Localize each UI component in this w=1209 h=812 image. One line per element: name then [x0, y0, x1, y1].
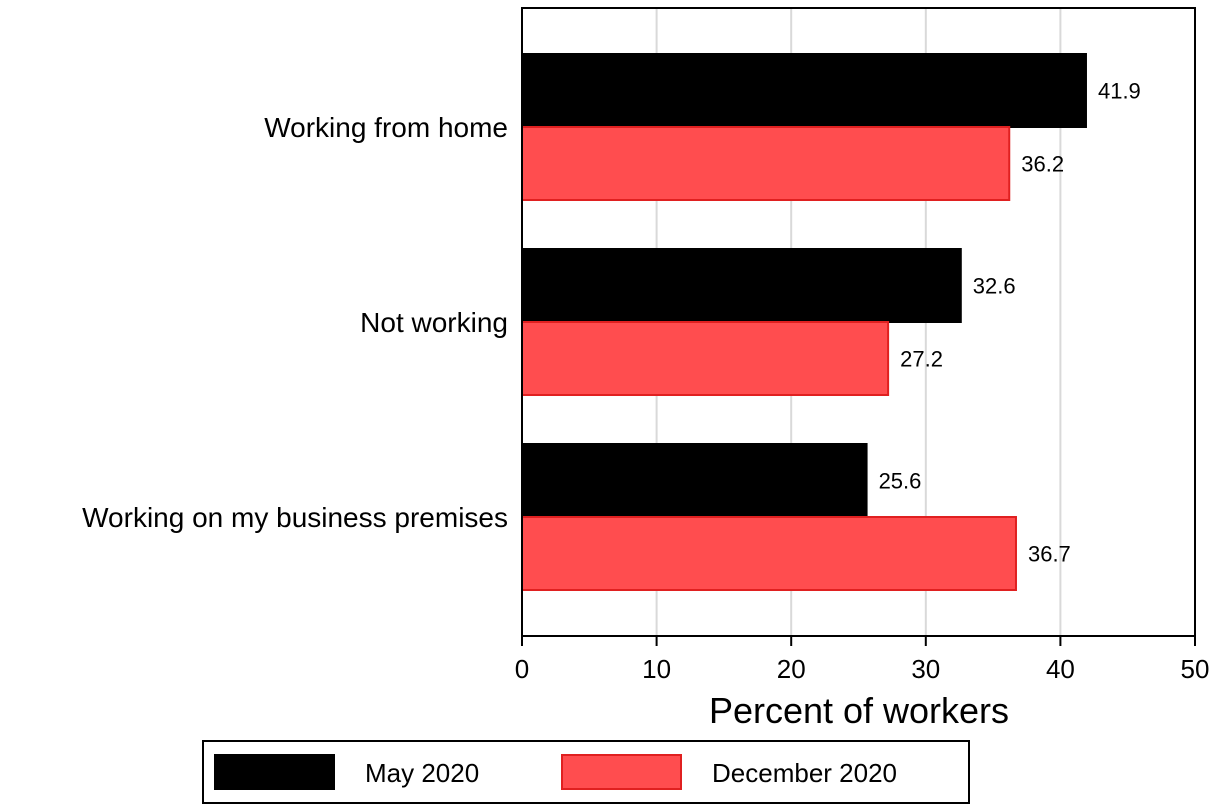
legend: May 2020 December 2020	[202, 740, 970, 804]
x-tick-label-1: 10	[642, 654, 671, 684]
value-label-0-2: 25.6	[879, 469, 922, 494]
bar-may-1	[521, 248, 962, 323]
plot-frame	[521, 7, 1196, 637]
bar-may-0	[521, 53, 1087, 128]
x-tick-label-0: 0	[515, 654, 529, 684]
value-label-1-0: 36.2	[1021, 152, 1064, 177]
value-label-1-2: 36.7	[1028, 542, 1071, 567]
x-axis: 0 10 20 30 40 50	[515, 636, 1209, 684]
legend-swatch-0	[214, 754, 335, 790]
bar-dec-0	[521, 126, 1011, 201]
category-label-2: Working on my business premises	[82, 502, 508, 533]
bar-dec-2	[521, 516, 1017, 591]
category-labels: Working from home Not working Working on m…	[82, 112, 508, 533]
legend-label-0: May 2020	[365, 758, 479, 788]
plot-border	[521, 7, 1196, 637]
value-label-0-0: 41.9	[1098, 79, 1141, 104]
x-tick-label-2: 20	[777, 654, 806, 684]
bar-may-2	[521, 443, 868, 518]
bars	[521, 53, 1087, 591]
value-label-1-1: 27.2	[900, 347, 943, 372]
category-label-1: Not working	[360, 307, 508, 338]
category-label-0: Working from home	[264, 112, 508, 143]
legend-swatch-1	[561, 754, 682, 790]
legend-label-1: December 2020	[712, 758, 897, 788]
value-label-0-1: 32.6	[973, 274, 1016, 299]
x-tick-label-5: 50	[1181, 654, 1209, 684]
x-tick-label-3: 30	[911, 654, 940, 684]
value-labels: 41.9 36.2 32.6 27.2 25.6 36.7	[879, 79, 1141, 567]
x-axis-title: Percent of workers	[709, 690, 1009, 731]
x-tick-label-4: 40	[1046, 654, 1075, 684]
bar-dec-1	[521, 321, 890, 396]
